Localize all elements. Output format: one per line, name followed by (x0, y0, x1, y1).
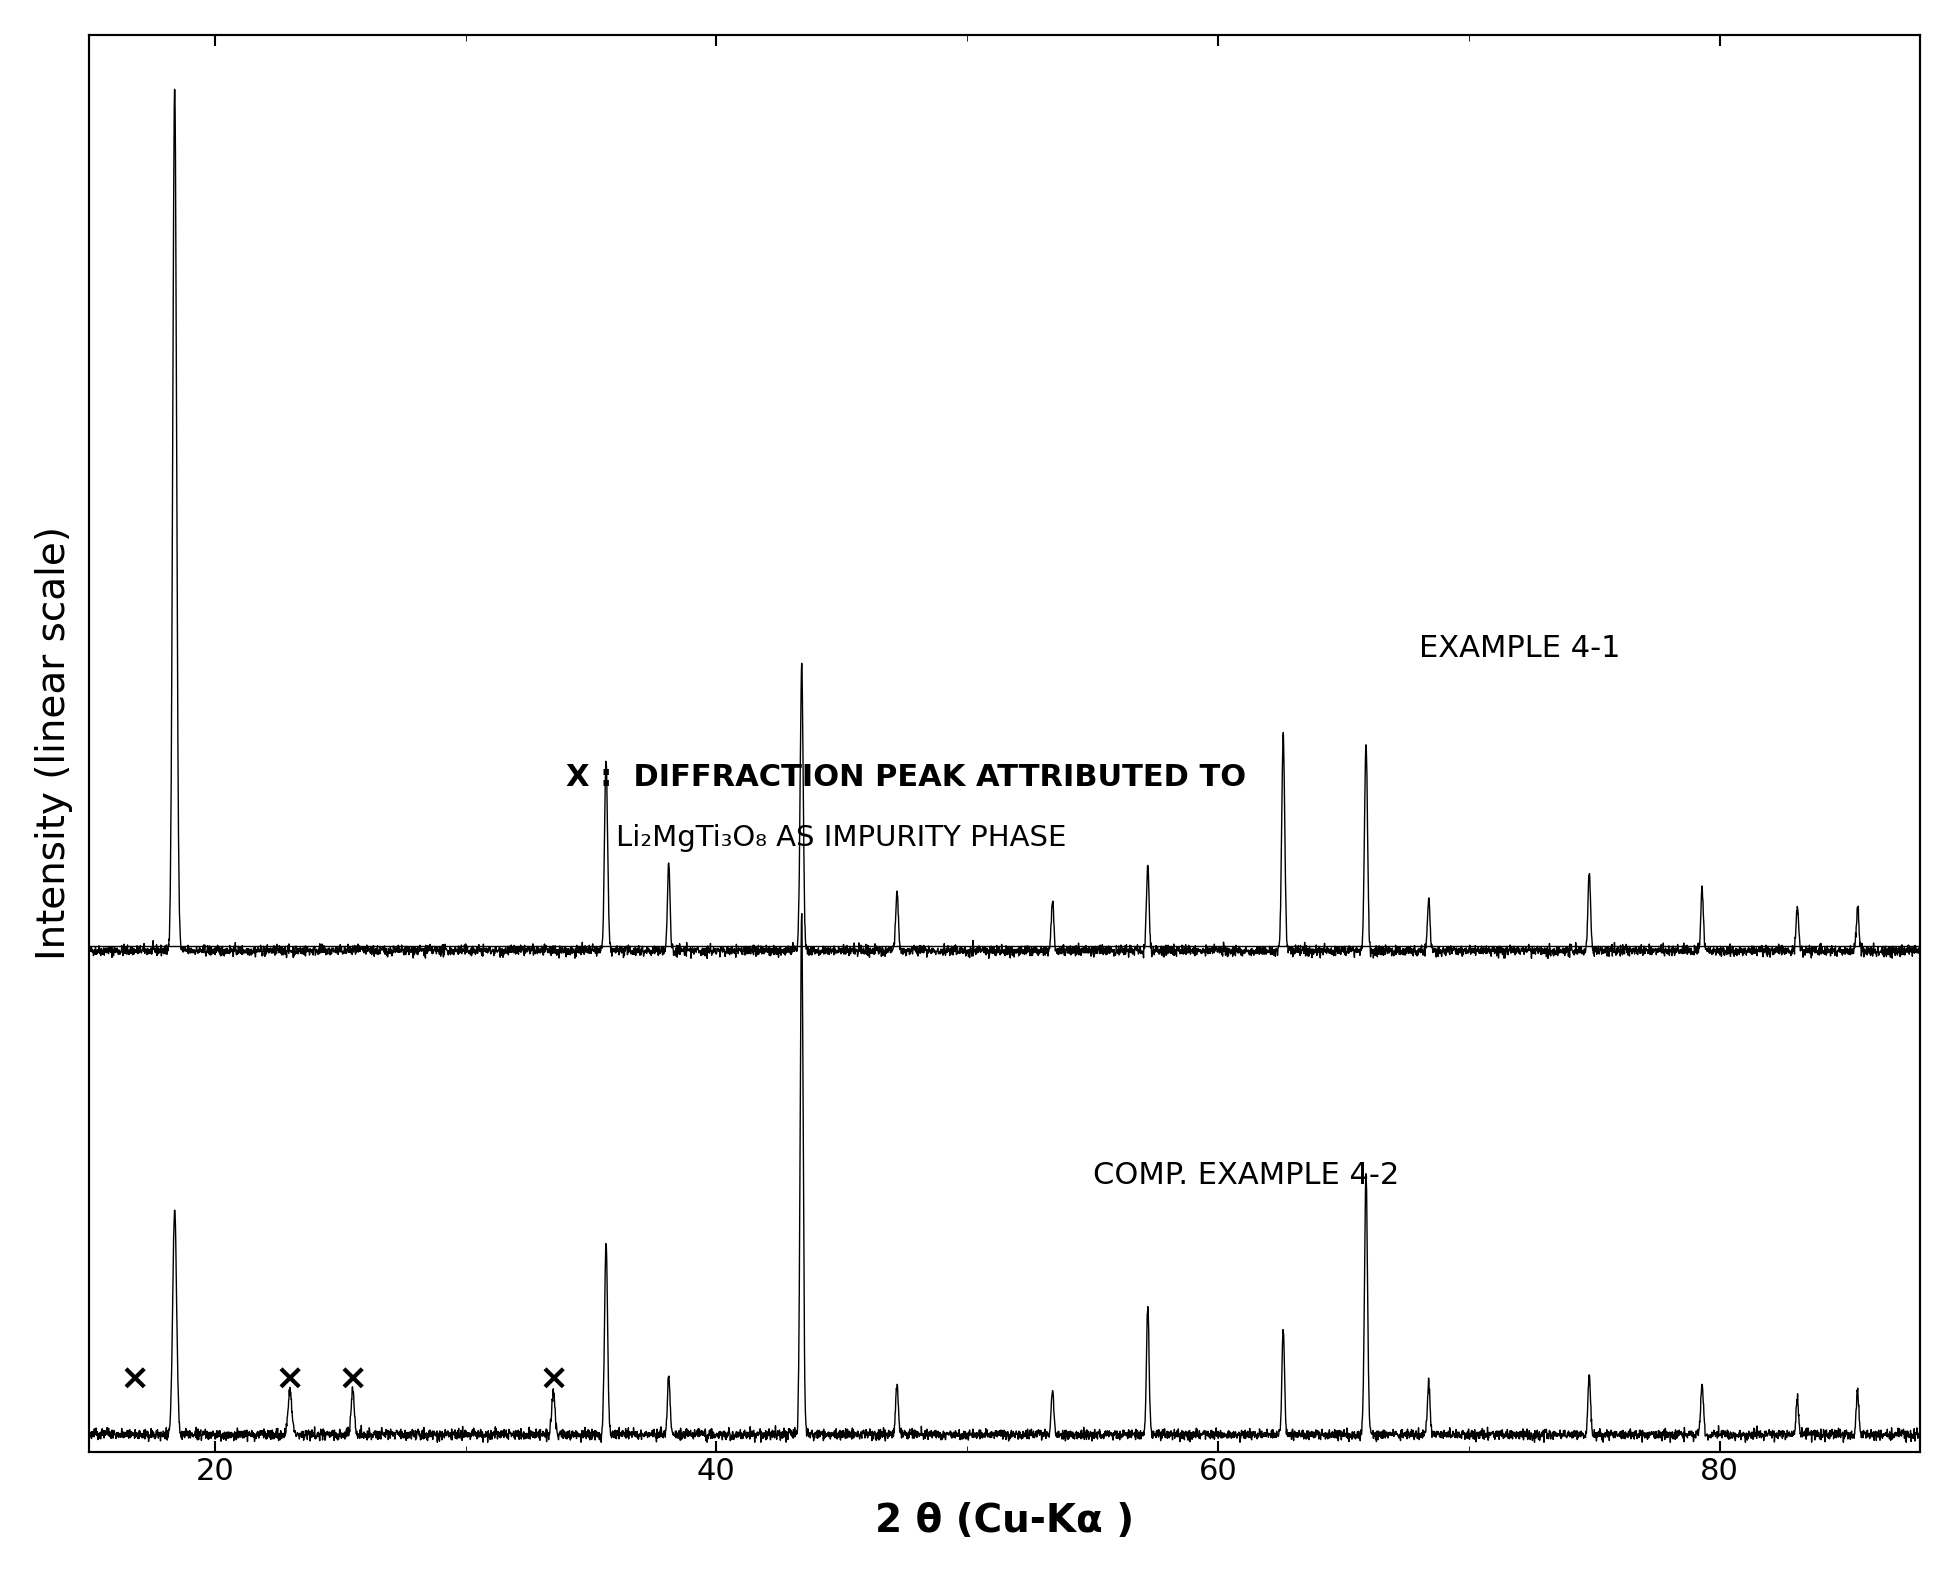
Text: ×: × (538, 1361, 569, 1395)
Y-axis label: Intensity (linear scale): Intensity (linear scale) (35, 526, 72, 961)
Text: ×: × (119, 1361, 151, 1395)
X-axis label: 2 θ (Cu-Kα ): 2 θ (Cu-Kα ) (876, 1503, 1134, 1540)
Text: ×: × (338, 1361, 368, 1395)
Text: X :  DIFFRACTION PEAK ATTRIBUTED TO: X : DIFFRACTION PEAK ATTRIBUTED TO (565, 764, 1245, 792)
Text: COMP. EXAMPLE 4-2: COMP. EXAMPLE 4-2 (1093, 1161, 1400, 1189)
Text: ×: × (276, 1361, 305, 1395)
Text: Li₂MgTi₃O₈ AS IMPURITY PHASE: Li₂MgTi₃O₈ AS IMPURITY PHASE (616, 824, 1067, 852)
Text: EXAMPLE 4-1: EXAMPLE 4-1 (1419, 633, 1621, 663)
